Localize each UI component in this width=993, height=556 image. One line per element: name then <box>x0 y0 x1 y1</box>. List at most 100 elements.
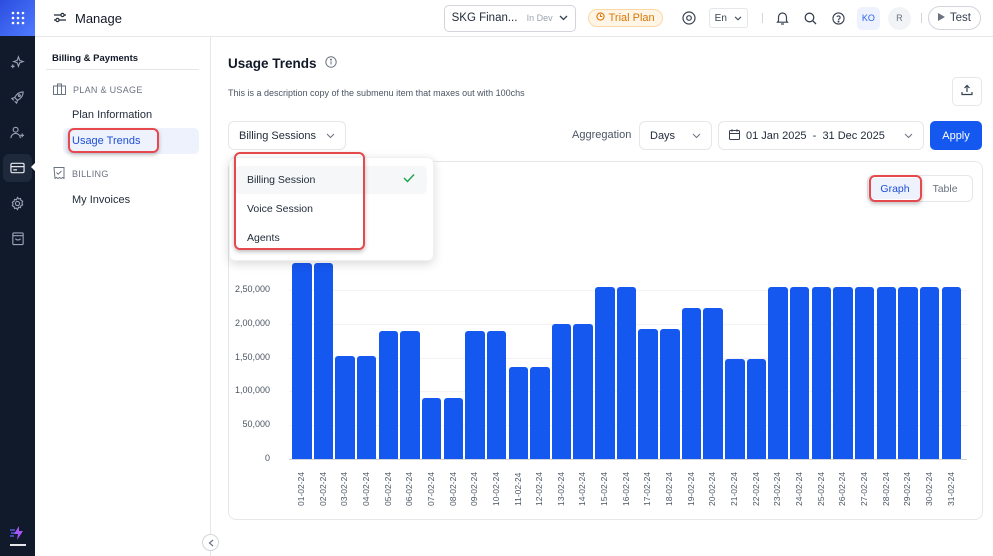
aggregation-value: Days <box>650 129 676 142</box>
bar[interactable] <box>616 286 637 459</box>
bar[interactable] <box>833 286 853 459</box>
bell-icon[interactable] <box>772 7 794 29</box>
x-axis-tick-label: 04-02-24 <box>360 471 371 506</box>
help-icon[interactable] <box>828 7 850 29</box>
y-axis-tick-label: 1,00,000 <box>234 385 270 396</box>
bar[interactable] <box>335 355 355 459</box>
subnav-item-plan-information[interactable]: Plan Information <box>72 109 153 121</box>
target-icon[interactable] <box>678 7 700 29</box>
header-title: Manage <box>53 11 122 26</box>
search-icon[interactable] <box>800 7 822 29</box>
test-button[interactable]: Test <box>927 6 981 30</box>
bar[interactable] <box>292 262 312 459</box>
credit-card-icon[interactable] <box>3 154 32 182</box>
dropdown-option-voice-session[interactable]: Voice Session <box>235 195 427 223</box>
aggregation-select[interactable]: Days <box>639 121 712 150</box>
sparkles-icon[interactable] <box>0 48 35 76</box>
receipt-icon <box>53 167 65 181</box>
bar[interactable] <box>595 286 615 459</box>
gridline <box>289 459 967 460</box>
avatar-r[interactable]: R <box>887 6 911 30</box>
subnav-item-my-invoices[interactable]: My Invoices <box>72 194 131 206</box>
x-axis-tick-label: 16-02-24 <box>620 471 631 506</box>
dropdown-option-billing-session[interactable]: Billing Session <box>235 166 427 194</box>
play-icon <box>937 12 945 24</box>
billing-subnav: Billing & Payments PLAN & USAGE Plan Inf… <box>35 37 211 556</box>
dropdown-option-agents[interactable]: Agents <box>235 224 427 252</box>
bar[interactable] <box>573 323 593 459</box>
bar[interactable] <box>768 286 788 459</box>
bar[interactable] <box>746 358 767 459</box>
chevron-down-icon <box>734 13 742 24</box>
bar[interactable] <box>854 286 875 459</box>
bar[interactable] <box>486 330 507 459</box>
x-axis-tick-label: 28-02-24 <box>880 471 891 506</box>
bar[interactable] <box>530 367 550 459</box>
bar[interactable] <box>508 367 528 459</box>
bar[interactable] <box>378 330 399 459</box>
chevron-down-icon <box>559 12 568 24</box>
x-axis-tick-label: 25-02-24 <box>815 471 826 506</box>
bar[interactable] <box>811 286 832 459</box>
metric-dropdown-menu: Billing Session Voice Session Agents <box>229 157 434 261</box>
app-rail <box>0 0 36 556</box>
apps-grid-icon[interactable] <box>0 0 35 36</box>
x-axis-tick-label: 01-02-24 <box>296 471 306 506</box>
divider <box>761 13 763 23</box>
bar[interactable] <box>443 398 464 459</box>
bar[interactable] <box>681 308 702 459</box>
bar[interactable] <box>551 323 572 459</box>
subnav-item-usage-trends[interactable]: Usage Trends <box>63 128 199 154</box>
user-add-icon[interactable] <box>0 118 35 146</box>
bar[interactable] <box>898 286 918 459</box>
bar[interactable] <box>941 286 961 459</box>
tab-graph[interactable]: Graph <box>870 178 920 199</box>
bar[interactable] <box>919 286 940 459</box>
bar[interactable] <box>421 398 442 459</box>
trial-plan-badge[interactable]: Trial Plan <box>587 9 663 27</box>
x-axis-tick-label: 07-02-24 <box>425 471 436 506</box>
brand-logo <box>0 526 35 546</box>
bar[interactable] <box>660 329 680 459</box>
date-range-picker[interactable]: 01 Jan 2025 - 31 Dec 2025 <box>718 121 924 150</box>
bar[interactable] <box>400 330 420 459</box>
language-value: En <box>714 12 727 24</box>
metric-select[interactable]: Billing Sessions <box>228 121 346 150</box>
settings-icon[interactable] <box>0 189 35 217</box>
apply-button[interactable]: Apply <box>930 121 982 150</box>
shopping-bag-icon[interactable] <box>0 224 35 252</box>
option-label: Billing Session <box>247 174 316 186</box>
language-selector[interactable]: En <box>708 8 748 28</box>
x-axis-tick-label: 03-02-24 <box>339 471 350 506</box>
bar[interactable] <box>789 286 810 459</box>
aggregation-label: Aggregation <box>572 129 632 141</box>
test-button-label: Test <box>949 12 971 24</box>
info-icon[interactable] <box>324 56 337 71</box>
org-name: SKG Finan... <box>451 12 518 24</box>
bar[interactable] <box>876 286 897 459</box>
bar[interactable] <box>465 330 485 459</box>
bar[interactable] <box>356 355 377 459</box>
page-title: Usage Trends <box>228 56 337 71</box>
export-button[interactable] <box>952 77 982 106</box>
avatar-ko[interactable]: KO <box>856 6 880 30</box>
option-label: Agents <box>247 232 280 244</box>
y-axis-tick-label: 1,50,000 <box>234 351 270 362</box>
date-range-value: 01 Jan 2025 - 31 Dec 2025 <box>746 129 885 142</box>
org-selector[interactable]: SKG Finan... In Dev <box>443 4 576 32</box>
bar[interactable] <box>638 329 658 459</box>
section-label: PLAN & USAGE <box>73 85 143 95</box>
rocket-icon[interactable] <box>0 83 35 111</box>
x-axis-tick-label: 09-02-24 <box>469 471 480 506</box>
bar[interactable] <box>725 358 745 459</box>
bar[interactable] <box>313 262 334 459</box>
divider <box>46 69 199 70</box>
section-plan-usage: PLAN & USAGE <box>53 83 143 97</box>
y-axis-tick-label: 2,00,000 <box>234 317 270 328</box>
tab-table[interactable]: Table <box>932 182 958 195</box>
collapse-sidebar-button[interactable] <box>202 534 219 551</box>
option-label: Voice Session <box>247 203 313 215</box>
active-indicator <box>31 162 36 172</box>
bar[interactable] <box>703 308 723 459</box>
